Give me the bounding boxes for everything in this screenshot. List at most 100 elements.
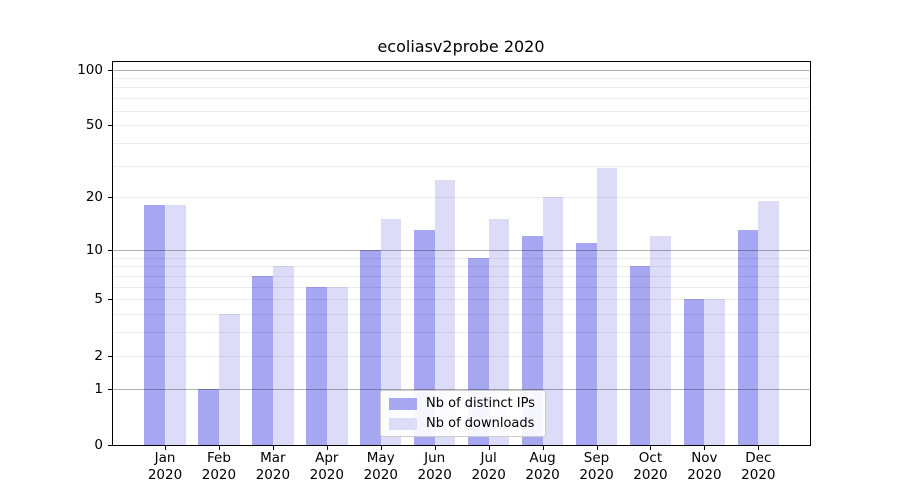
gridline-y-70 xyxy=(113,98,810,100)
x-tick-label-sep: Sep 2020 xyxy=(562,450,632,483)
x-tick-year: 2020 xyxy=(579,466,614,483)
gridline-y-100 xyxy=(113,69,810,71)
gridline-y-1 xyxy=(113,388,810,390)
x-tick-year: 2020 xyxy=(255,466,291,483)
x-tick-label-aug: Aug 2020 xyxy=(508,450,578,483)
bar-distinct-ips-oct xyxy=(629,266,651,445)
legend-label-downloads: Nb of downloads xyxy=(426,416,535,431)
y-tick-2 xyxy=(107,355,112,357)
legend-item-distinct-ips: Nb of distinct IPs xyxy=(389,396,537,411)
x-tick-year: 2020 xyxy=(201,466,237,483)
y-tick-label-5: 5 xyxy=(94,291,103,308)
x-tick-jul xyxy=(488,446,490,450)
x-tick-month: Jun xyxy=(424,450,446,466)
y-tick-label-10: 10 xyxy=(85,241,103,258)
gridline-y-60 xyxy=(113,110,810,112)
legend-swatch-distinct-ips xyxy=(389,397,417,410)
gridline-y-20 xyxy=(113,197,810,199)
x-tick-label-jun: Jun 2020 xyxy=(400,450,470,483)
gridline-y-3 xyxy=(113,332,810,334)
x-tick-label-jan: Jan 2020 xyxy=(130,450,200,483)
x-tick-month: Sep xyxy=(583,450,610,466)
y-tick-label-100: 100 xyxy=(77,61,103,78)
x-tick-dec xyxy=(758,446,760,450)
bar-downloads-jun xyxy=(434,179,456,445)
x-tick-month: Dec xyxy=(745,450,772,466)
x-tick-may xyxy=(380,446,382,450)
x-tick-month: Oct xyxy=(638,450,663,466)
bar-downloads-may xyxy=(380,219,402,445)
y-tick-5 xyxy=(107,299,112,301)
y-tick-label-1: 1 xyxy=(94,380,103,397)
x-tick-year: 2020 xyxy=(525,466,560,483)
chart-title: ecoliasv2probe 2020 xyxy=(377,37,545,56)
gridline-y-4 xyxy=(113,314,810,316)
bar-downloads-mar xyxy=(272,266,294,445)
bar-downloads-apr xyxy=(326,286,348,445)
gridline-y-40 xyxy=(113,142,810,144)
y-tick-label-20: 20 xyxy=(85,189,103,206)
x-tick-oct xyxy=(650,446,652,450)
bar-distinct-ips-sep xyxy=(575,242,597,445)
y-tick-1 xyxy=(107,388,112,390)
y-tick-label-50: 50 xyxy=(85,117,103,134)
x-tick-label-apr: Apr 2020 xyxy=(292,450,362,483)
gridline-y-5 xyxy=(113,299,810,301)
x-tick-month: Mar xyxy=(260,450,286,466)
y-tick-100 xyxy=(107,69,112,71)
x-tick-label-feb: Feb 2020 xyxy=(184,450,254,483)
y-tick-50 xyxy=(107,125,112,127)
x-tick-month: Aug xyxy=(529,450,556,466)
y-tick-0 xyxy=(107,445,112,446)
legend-item-downloads: Nb of downloads xyxy=(389,416,537,431)
gridline-y-30 xyxy=(113,165,810,167)
y-tick-label-0: 0 xyxy=(94,437,103,453)
legend-label-distinct-ips: Nb of distinct IPs xyxy=(426,396,535,411)
y-tick-label-2: 2 xyxy=(94,347,103,364)
x-tick-year: 2020 xyxy=(741,466,776,483)
bar-downloads-dec xyxy=(758,201,780,445)
x-tick-label-dec: Dec 2020 xyxy=(723,450,793,483)
bar-distinct-ips-may xyxy=(360,249,381,445)
x-tick-month: Nov xyxy=(691,450,718,466)
x-tick-year: 2020 xyxy=(471,466,506,483)
bar-distinct-ips-nov xyxy=(683,299,705,445)
x-tick-mar xyxy=(272,446,274,450)
gridline-y-90 xyxy=(113,77,810,79)
bar-distinct-ips-mar xyxy=(252,275,273,445)
x-tick-month: Apr xyxy=(315,450,339,466)
x-tick-year: 2020 xyxy=(633,466,668,483)
gridline-y-9 xyxy=(113,257,810,259)
y-tick-10 xyxy=(107,249,112,251)
x-tick-year: 2020 xyxy=(417,466,452,483)
x-tick-month: Jul xyxy=(480,450,497,466)
bar-downloads-nov xyxy=(704,299,726,445)
x-tick-aug xyxy=(542,446,544,450)
x-tick-year: 2020 xyxy=(147,466,183,483)
bar-downloads-oct xyxy=(650,236,672,445)
x-tick-month: Feb xyxy=(206,450,231,466)
x-tick-apr xyxy=(326,446,328,450)
gridline-y-2 xyxy=(113,355,810,357)
x-tick-label-mar: Mar 2020 xyxy=(238,450,308,483)
legend-swatch-downloads xyxy=(389,417,417,430)
x-tick-jun xyxy=(434,446,436,450)
bar-downloads-sep xyxy=(596,168,618,445)
gridline-y-8 xyxy=(113,266,810,268)
bar-downloads-feb xyxy=(218,314,240,445)
gridline-y-10 xyxy=(113,249,810,251)
bar-downloads-jan xyxy=(165,205,186,445)
x-tick-year: 2020 xyxy=(309,466,344,483)
x-tick-month: May xyxy=(366,450,395,466)
x-tick-feb xyxy=(218,446,220,450)
bar-distinct-ips-jan xyxy=(144,205,165,445)
y-tick-20 xyxy=(107,197,112,199)
gridline-y-7 xyxy=(113,275,810,277)
x-tick-nov xyxy=(704,446,706,450)
bar-downloads-jul xyxy=(488,219,510,445)
gridline-y-50 xyxy=(113,125,810,127)
x-tick-label-oct: Oct 2020 xyxy=(615,450,685,483)
bar-downloads-aug xyxy=(542,197,564,445)
x-tick-sep xyxy=(596,446,598,450)
